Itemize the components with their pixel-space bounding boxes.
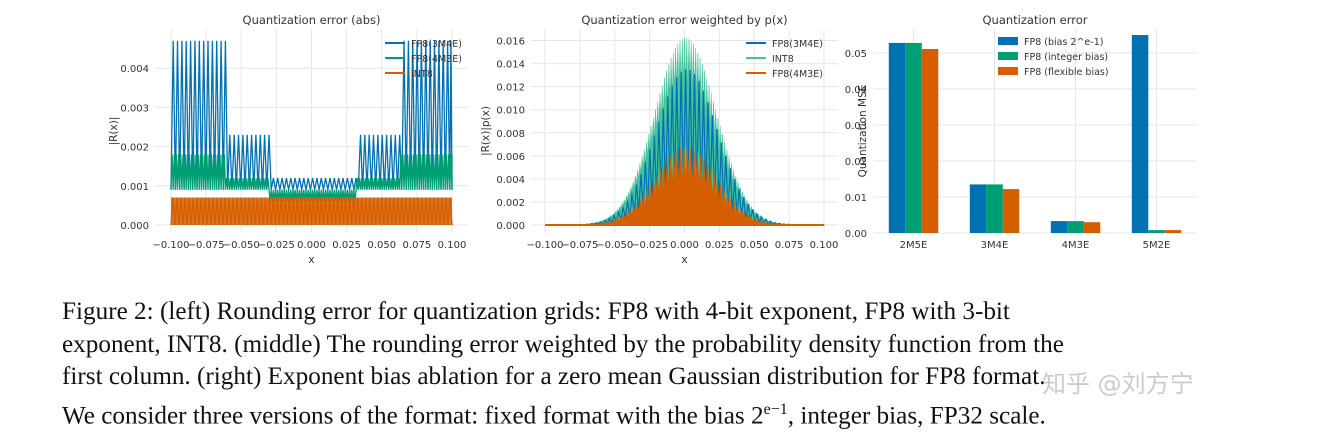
x-axis-label: x <box>308 254 314 266</box>
y-axis-label: |R(x)|p(x) <box>480 106 492 156</box>
legend-label: FP8 (bias 2^e-1) <box>1024 37 1103 48</box>
x-tick-label: 0.100 <box>438 240 467 251</box>
legend-swatch <box>998 37 1018 45</box>
x-tick-label: 0.025 <box>332 240 361 251</box>
x-tick-label: −0.050 <box>596 240 633 251</box>
x-tick-label: 0.050 <box>740 240 769 251</box>
chart-title: Quantization error <box>983 13 1088 27</box>
bar-4m3e-s2 <box>1067 221 1084 233</box>
bar-2m5e-s2 <box>905 42 922 234</box>
bar-5m2e-s2 <box>1148 230 1165 233</box>
y-tick-label: 0.02 <box>845 157 867 168</box>
series-line-fp8-3m4e <box>545 69 824 226</box>
x-tick-label: 0.025 <box>705 240 734 251</box>
series-line-fp8-4m3e <box>170 154 453 202</box>
bar-3m4e-s2 <box>986 184 1003 233</box>
x-tick-label: 0.100 <box>810 240 839 251</box>
caption-line-2: exponent, INT8. (middle) The rounding er… <box>62 330 1064 358</box>
panel-3: 0.00 0.01 0.02 0.03 0.04 0.05 2M5E 3M4E 4M3E 5M2E… <box>845 13 1197 251</box>
legend-swatch <box>998 52 1018 60</box>
y-tick-label: 0.003 <box>120 103 149 114</box>
caption-line-3: first column. (right) Exponent bias abla… <box>62 363 1046 391</box>
bar-3m4e-s1 <box>969 184 987 233</box>
series-band-int8 <box>171 197 452 225</box>
y-tick-label: 0.004 <box>496 175 525 186</box>
legend-label: INT8 <box>411 69 433 80</box>
y-axis-label: |R(x)| <box>108 117 120 146</box>
series-line-fp8-3m4e <box>170 40 453 190</box>
x-tick-label: 0.075 <box>775 240 804 251</box>
y-tick-label: 0.016 <box>496 37 525 48</box>
y-axis-label: Quantization MSE <box>857 85 869 178</box>
caption-line-4-pre: We consider three versions of the format… <box>62 402 764 430</box>
caption-line-4-post: , integer bias, FP32 scale. <box>787 402 1046 430</box>
legend-label: FP8(4M3E) <box>411 54 462 65</box>
y-tick-label: 0.000 <box>496 221 525 232</box>
y-tick-label: 0.014 <box>496 60 525 71</box>
y-tick-label: 0.008 <box>496 129 525 140</box>
y-tick-label: 0.010 <box>496 106 525 117</box>
y-tick-label: 0.006 <box>496 152 525 163</box>
x-tick-label: 0.000 <box>670 240 699 251</box>
x-tick-label: −0.100 <box>526 240 563 251</box>
y-tick-label: 0.002 <box>120 143 149 154</box>
y-tick-label: 0.000 <box>120 221 149 232</box>
y-tick-label: 0.01 <box>845 193 867 204</box>
x-tick-label: 5M2E <box>1143 240 1171 251</box>
bar-5m2e-s1 <box>1131 35 1149 233</box>
x-tick-label: 0.075 <box>403 240 432 251</box>
caption-line-1: Figure 2: (left) Rounding error for quan… <box>62 298 1010 325</box>
legend-label: FP8(4M3E) <box>772 69 823 80</box>
x-tick-label: −0.100 <box>152 240 189 251</box>
x-tick-label: −0.025 <box>631 240 668 251</box>
x-tick-label: 2M5E <box>900 240 928 251</box>
y-tick-label: 0.05 <box>845 49 867 60</box>
y-tick-label: 0.04 <box>845 85 867 96</box>
y-tick-label: 0.012 <box>496 83 525 94</box>
legend-label: FP8(3M4E) <box>772 39 823 50</box>
legend-label: FP8 (integer bias) <box>1024 52 1108 63</box>
legend-label: FP8 (flexible bias) <box>1024 67 1109 78</box>
legend-swatch <box>998 67 1018 75</box>
bar-4m3e-s3 <box>1083 222 1101 233</box>
x-tick-label: −0.075 <box>561 240 598 251</box>
y-tick-label: 0.004 <box>120 64 149 75</box>
legend: FP8(3M4E) FP8(4M3E) INT8 <box>385 39 462 80</box>
bar-3m4e-s3 <box>1002 189 1020 233</box>
y-tick-label: 0.03 <box>845 121 867 132</box>
x-tick-label: 0.050 <box>367 240 396 251</box>
x-tick-label: −0.075 <box>188 240 225 251</box>
bar-2m5e-s3 <box>921 49 939 233</box>
y-tick-label: 0.002 <box>496 198 525 209</box>
chart-title: Quantization error (abs) <box>243 13 381 27</box>
figure-canvas: 0.0000.0010.0020.0030.004−0.100−0.075−0.… <box>108 13 1197 266</box>
bar-4m3e-s1 <box>1050 221 1068 233</box>
legend-label: FP8(3M4E) <box>411 39 462 50</box>
watermark-text: 知乎 @刘方宁 <box>1042 370 1194 398</box>
legend: FP8(3M4E) INT8 FP8(4M3E) <box>746 39 823 80</box>
x-tick-label: −0.050 <box>223 240 260 251</box>
bar-2m5e-s1 <box>888 42 906 234</box>
figure-caption: Figure 2: (left) Rounding error for quan… <box>62 296 1262 433</box>
x-tick-label: 0.000 <box>297 240 326 251</box>
caption-line-4-sup: e−1 <box>763 400 788 418</box>
x-tick-label: −0.025 <box>258 240 295 251</box>
x-tick-label: 3M4E <box>981 240 1009 251</box>
panel-2: 0.000 0.002 0.004 0.006 0.008 0.010 0.012 0.014… <box>480 13 838 266</box>
y-tick-label: 0.001 <box>120 182 149 193</box>
legend: FP8 (bias 2^e-1) FP8 (integer bias) FP8 (f… <box>998 37 1109 78</box>
x-axis-label: x <box>681 254 687 266</box>
x-tick-label: 4M3E <box>1062 240 1090 251</box>
y-tick-label: 0.00 <box>845 229 867 240</box>
bar-5m2e-s3 <box>1164 230 1182 233</box>
legend-label: INT8 <box>772 54 794 65</box>
panel-1: 0.0000.0010.0020.0030.004−0.100−0.075−0.… <box>108 13 468 266</box>
caption-line-4: We consider three versions of the format… <box>62 394 1262 433</box>
chart-title: Quantization error weighted by p(x) <box>581 13 787 27</box>
